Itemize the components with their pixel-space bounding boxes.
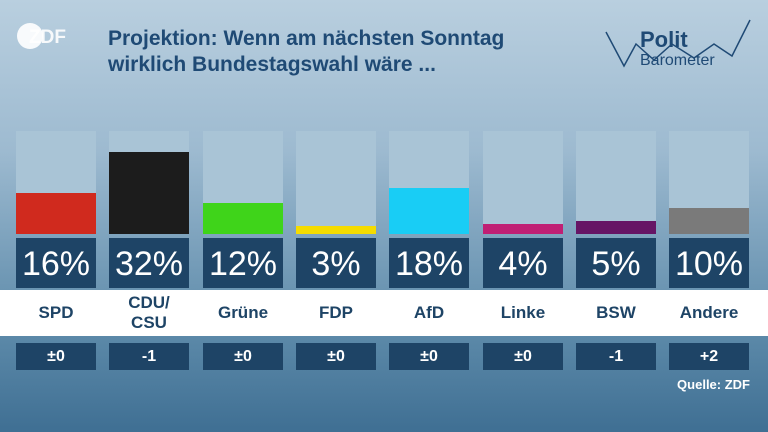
bar [296,226,376,234]
change-badge: ±0 [16,343,96,370]
party-label-line-1: AfD [413,303,445,322]
party-label-strip [0,290,768,336]
bar-track [669,131,749,234]
data-label-percent: 10% [669,238,749,288]
party-label: Linke [483,290,563,336]
change-badge: ±0 [296,343,376,370]
party-label: Grüne [203,290,283,336]
politbarometer-logo: Polit Barometer [602,14,752,76]
bar [203,203,283,234]
bar-track [203,131,283,234]
change-badge: ±0 [483,343,563,370]
party-label-text: FDP [319,303,353,323]
bar-track [576,131,656,234]
data-label-percent: 5% [576,238,656,288]
zdf-logo: ZDF [16,22,80,50]
change-badge: ±0 [203,343,283,370]
party-label-text: BSW [596,303,636,323]
party-label-line-1: Linke [500,303,546,322]
data-label-percent: 12% [203,238,283,288]
bar [576,221,656,234]
bar-track [483,131,563,234]
bar-track [389,131,469,234]
party-label-line-1: Grüne [217,303,269,322]
data-label-percent: 18% [389,238,469,288]
party-label-line-1: FDP [319,303,353,322]
change-badge: ±0 [389,343,469,370]
party-label-line-1: BSW [596,303,636,322]
party-label: Andere [669,290,749,336]
party-label: FDP [296,290,376,336]
party-label-text: Linke [501,303,545,323]
bar [16,193,96,234]
zdf-logo-text: ZDF [29,27,66,48]
logo-polit-text: Polit [640,27,688,52]
party-label-line-1: SPD [38,303,74,322]
party-label-text: Andere [680,303,739,323]
data-label-percent: 32% [109,238,189,288]
title-line-2: wirklich Bundestagswahl wäre ... [108,53,436,76]
data-label-percent: 4% [483,238,563,288]
source-note: Quelle: ZDF [677,377,750,392]
page-title: Projektion: Wenn am nächsten Sonntag wir… [108,26,504,78]
party-label-text: AfD [414,303,444,323]
bar [109,152,189,234]
party-label: AfD [389,290,469,336]
logo-barometer-text: Barometer [640,52,715,69]
party-label-text: SPD [39,303,74,323]
bar [669,208,749,234]
party-label: BSW [576,290,656,336]
change-badge: +2 [669,343,749,370]
bar-track [16,131,96,234]
change-badge: -1 [109,343,189,370]
party-label-line-1: Andere [679,303,739,322]
bar-track [296,131,376,234]
bar-track [109,131,189,234]
politbarometer-logo-icon: Polit Barometer [605,19,751,69]
change-badge: -1 [576,343,656,370]
bar [389,188,469,234]
party-label-line-1: CDU/ [128,293,170,312]
bar [483,224,563,234]
title-line-1: Projektion: Wenn am nächsten Sonntag [108,27,505,50]
zdf-logo-icon: ZDF [17,23,66,49]
party-label-line-2: CSU [131,313,167,332]
data-label-percent: 3% [296,238,376,288]
party-label: CDU/CSU [109,290,189,336]
party-label: SPD [16,290,96,336]
data-label-percent: 16% [16,238,96,288]
party-label-text: CDU/CSU [128,293,170,333]
party-label-text: Grüne [218,303,268,323]
